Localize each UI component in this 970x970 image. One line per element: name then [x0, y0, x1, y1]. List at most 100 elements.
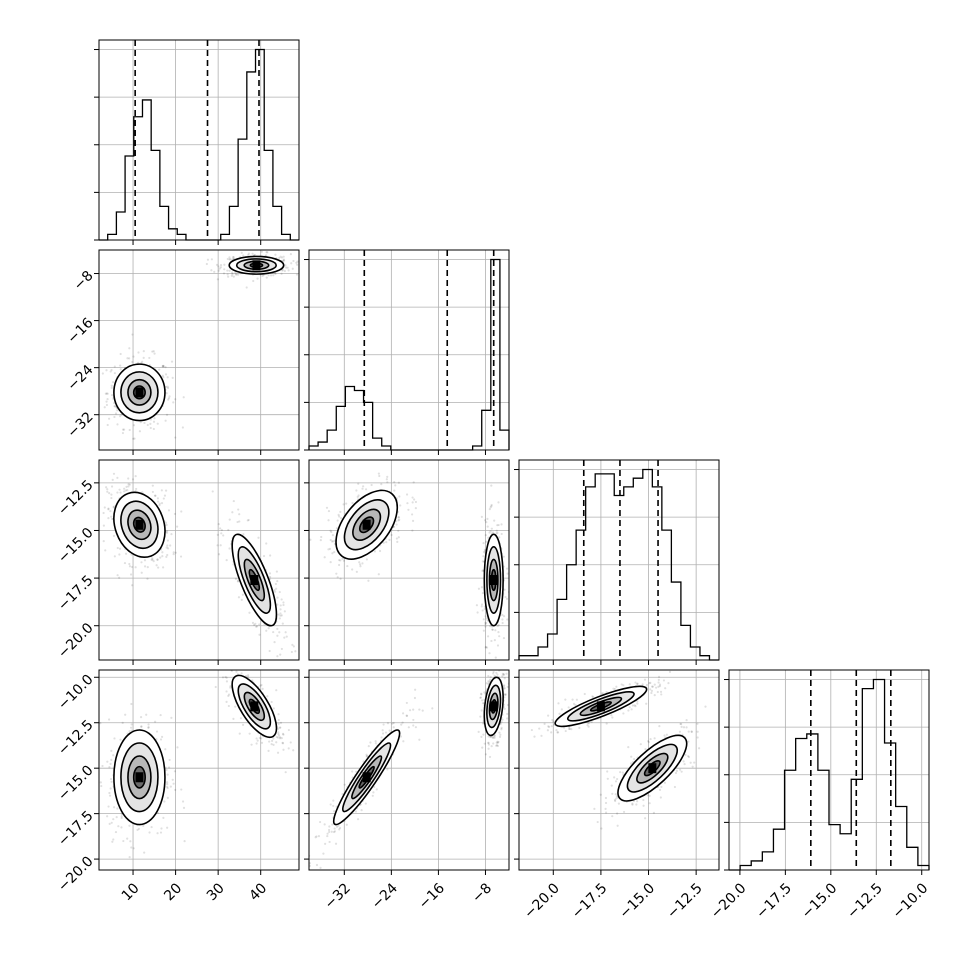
density-peak-cell	[135, 772, 144, 783]
scatter-point	[477, 587, 481, 590]
scatter-point	[280, 272, 283, 275]
scatter-point	[570, 727, 573, 731]
scatter-point	[253, 253, 256, 257]
scatter-point	[600, 827, 603, 830]
scatter-point	[367, 744, 370, 748]
scatter-point	[237, 508, 240, 511]
scatter-point	[92, 387, 94, 389]
scatter-point	[682, 760, 685, 763]
scatter-point	[225, 676, 228, 679]
scatter-point	[247, 674, 250, 677]
scatter-point	[411, 519, 415, 522]
scatter-point	[500, 532, 503, 536]
scatter-point	[113, 555, 116, 558]
scatter-point	[615, 685, 618, 688]
scatter-point	[167, 398, 170, 401]
scatter-point	[163, 800, 166, 803]
scatter-point	[484, 646, 487, 649]
scatter-point	[109, 787, 112, 790]
scatter-point	[339, 517, 343, 520]
scatter-point	[682, 726, 686, 729]
scatter-point	[181, 800, 185, 803]
scatter-point	[337, 824, 340, 827]
scatter-point	[392, 721, 395, 725]
scatter-point	[129, 573, 133, 576]
density-peak-cell	[489, 575, 498, 585]
scatter-point	[260, 737, 263, 740]
histogram-panel-0	[94, 39, 300, 245]
scatter-point	[220, 528, 223, 532]
scatter-point	[627, 746, 630, 749]
scatter-point	[571, 698, 574, 701]
scatter-point	[683, 763, 686, 766]
scatter-point	[377, 472, 380, 475]
scatter-point	[505, 597, 509, 600]
scatter-point	[165, 546, 168, 549]
scatter-point	[151, 350, 154, 353]
scatter-point	[329, 803, 332, 806]
scatter-point	[555, 729, 558, 732]
scatter-point	[216, 544, 219, 547]
scatter-point	[651, 685, 654, 688]
scatter-point	[388, 538, 391, 541]
scatter-point	[104, 392, 107, 395]
scatter-point	[338, 515, 341, 518]
scatter-point	[338, 828, 341, 831]
scatter-point	[260, 683, 263, 687]
scatter-point	[213, 270, 216, 273]
scatter-point	[110, 384, 113, 387]
scatter-point	[118, 547, 122, 550]
x-tick-label: −20.0	[708, 880, 750, 922]
scatter-point	[268, 572, 272, 575]
scatter-point	[480, 693, 483, 696]
scatter-point	[381, 729, 384, 732]
scatter-point	[485, 521, 488, 524]
scatter-point	[685, 718, 688, 722]
scatter-point	[276, 596, 279, 599]
scatter-point	[339, 559, 342, 562]
scatter-point	[276, 580, 279, 583]
scatter-point	[481, 722, 485, 725]
scatter-point	[112, 838, 115, 841]
joint-content	[530, 670, 707, 830]
scatter-point	[255, 742, 258, 745]
scatter-point	[375, 788, 378, 791]
scatter-point	[131, 333, 134, 336]
scatter-point	[142, 356, 145, 359]
scatter-point	[500, 720, 503, 723]
scatter-point	[129, 840, 132, 843]
scatter-point	[414, 726, 418, 729]
scatter-point	[495, 671, 498, 674]
scatter-point	[102, 540, 105, 543]
scatter-point	[482, 618, 485, 621]
scatter-point	[485, 621, 488, 625]
scatter-point	[282, 733, 285, 736]
scatter-point	[336, 519, 339, 522]
scatter-point	[290, 262, 293, 265]
scatter-point	[636, 800, 639, 803]
scatter-point	[166, 544, 169, 547]
scatter-point	[335, 572, 338, 575]
scatter-point	[245, 286, 248, 289]
scatter-point	[629, 762, 633, 765]
scatter-point	[631, 704, 634, 707]
scatter-point	[278, 726, 281, 729]
scatter-point	[281, 622, 284, 625]
x-tick-label: −12.5	[844, 880, 886, 922]
scatter-point	[495, 744, 498, 747]
scatter-point	[687, 755, 691, 759]
scatter-point	[216, 533, 219, 536]
scatter-point	[242, 533, 245, 536]
scatter-point	[226, 629, 228, 631]
scatter-point	[130, 846, 133, 849]
scatter-point	[351, 501, 354, 505]
scatter-point	[673, 785, 677, 789]
scatter-point	[485, 617, 488, 620]
scatter-point	[502, 664, 504, 666]
scatter-point	[241, 593, 244, 596]
scatter-point	[696, 730, 699, 733]
scatter-point	[131, 478, 135, 481]
scatter-point	[119, 738, 122, 741]
scatter-point	[179, 555, 183, 558]
scatter-point	[115, 816, 118, 819]
